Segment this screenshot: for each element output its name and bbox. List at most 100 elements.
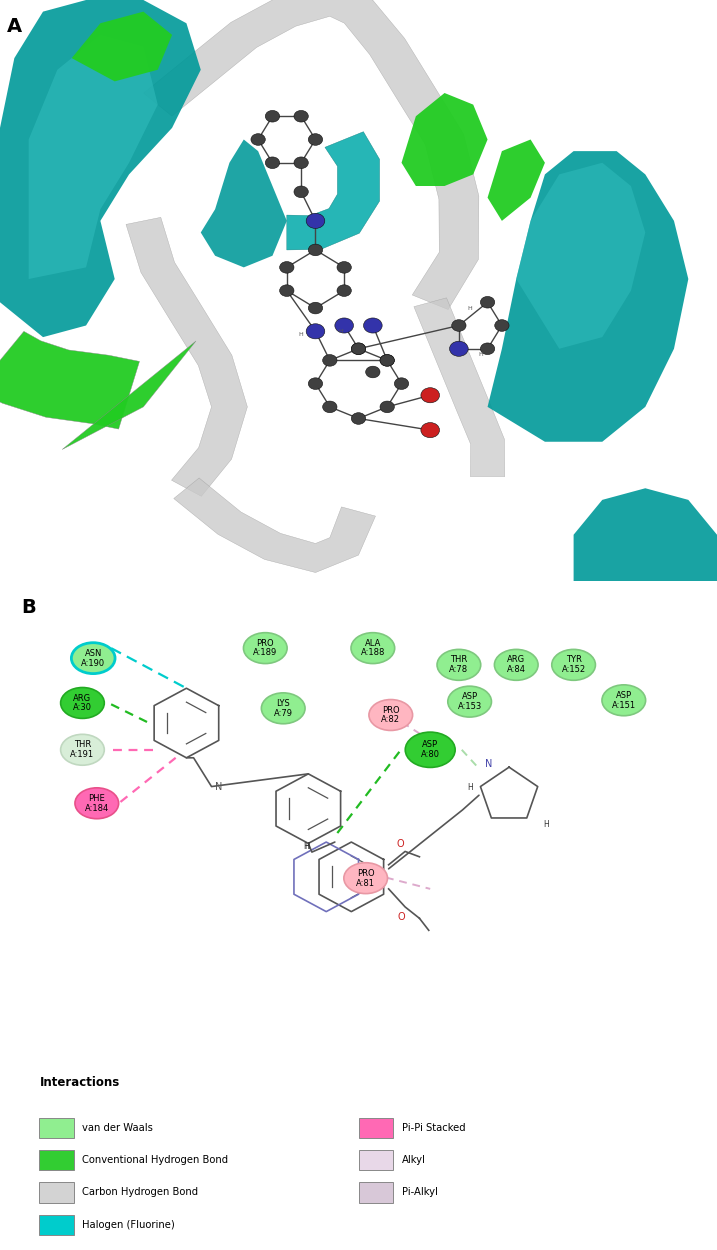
- Text: PRO
A:82: PRO A:82: [381, 706, 400, 724]
- Text: H: H: [303, 842, 309, 851]
- Text: Conventional Hydrogen Bond: Conventional Hydrogen Bond: [82, 1155, 229, 1165]
- Circle shape: [394, 378, 409, 390]
- Text: H: H: [467, 782, 473, 792]
- Circle shape: [337, 285, 351, 296]
- FancyBboxPatch shape: [358, 1150, 393, 1170]
- Ellipse shape: [344, 862, 387, 894]
- Polygon shape: [62, 341, 196, 450]
- Ellipse shape: [495, 650, 538, 680]
- Circle shape: [351, 412, 366, 424]
- Text: H: H: [467, 305, 472, 310]
- Circle shape: [308, 302, 323, 314]
- Circle shape: [280, 285, 294, 296]
- Ellipse shape: [351, 632, 394, 664]
- Text: Pi-Alkyl: Pi-Alkyl: [402, 1188, 437, 1198]
- Text: H: H: [299, 331, 303, 336]
- FancyBboxPatch shape: [39, 1215, 74, 1235]
- Circle shape: [323, 401, 337, 412]
- Ellipse shape: [405, 732, 455, 768]
- Circle shape: [351, 342, 366, 355]
- Circle shape: [306, 324, 325, 339]
- Text: O: O: [398, 911, 405, 921]
- Ellipse shape: [448, 686, 491, 717]
- Circle shape: [323, 355, 337, 366]
- Circle shape: [251, 134, 265, 145]
- Polygon shape: [0, 331, 140, 429]
- Text: ASP
A:153: ASP A:153: [457, 693, 482, 711]
- Text: van der Waals: van der Waals: [82, 1124, 153, 1134]
- Text: ARG
A:30: ARG A:30: [73, 694, 92, 712]
- Circle shape: [308, 134, 323, 145]
- Text: N: N: [485, 759, 493, 769]
- Circle shape: [337, 261, 351, 274]
- Text: THR
A:78: THR A:78: [450, 655, 468, 674]
- Circle shape: [265, 158, 280, 169]
- Ellipse shape: [437, 650, 480, 680]
- Circle shape: [351, 342, 366, 355]
- Ellipse shape: [552, 650, 595, 680]
- Text: THR
A:191: THR A:191: [70, 740, 95, 759]
- Text: PRO
A:81: PRO A:81: [356, 869, 375, 887]
- Ellipse shape: [75, 788, 118, 819]
- Text: LYS
A:79: LYS A:79: [274, 699, 293, 718]
- Circle shape: [294, 110, 308, 123]
- Ellipse shape: [602, 685, 645, 716]
- Circle shape: [380, 355, 394, 366]
- Circle shape: [450, 341, 468, 356]
- Text: TYR
A:152: TYR A:152: [561, 655, 586, 674]
- Circle shape: [421, 422, 440, 437]
- Circle shape: [452, 320, 466, 331]
- Ellipse shape: [244, 632, 287, 664]
- Text: Halogen (Fluorine): Halogen (Fluorine): [82, 1220, 175, 1230]
- Polygon shape: [174, 478, 376, 572]
- FancyBboxPatch shape: [358, 1182, 393, 1202]
- Polygon shape: [414, 298, 505, 476]
- Text: ASP
A:80: ASP A:80: [421, 740, 440, 759]
- Circle shape: [308, 378, 323, 390]
- Circle shape: [364, 318, 382, 332]
- Text: ASP
A:151: ASP A:151: [612, 691, 636, 710]
- Circle shape: [366, 366, 380, 378]
- Polygon shape: [201, 140, 287, 268]
- Circle shape: [265, 110, 280, 123]
- Circle shape: [380, 355, 394, 366]
- Circle shape: [495, 320, 509, 331]
- Polygon shape: [488, 151, 688, 441]
- Text: ASN
A:190: ASN A:190: [81, 649, 105, 668]
- Ellipse shape: [262, 693, 305, 724]
- Ellipse shape: [369, 700, 412, 730]
- Text: Pi-Pi Stacked: Pi-Pi Stacked: [402, 1124, 465, 1134]
- Circle shape: [294, 158, 308, 169]
- FancyBboxPatch shape: [358, 1119, 393, 1139]
- Circle shape: [306, 214, 325, 229]
- Circle shape: [294, 186, 308, 198]
- Polygon shape: [0, 0, 201, 338]
- FancyBboxPatch shape: [39, 1182, 74, 1202]
- FancyBboxPatch shape: [39, 1119, 74, 1139]
- Text: Alkyl: Alkyl: [402, 1155, 425, 1165]
- FancyBboxPatch shape: [39, 1150, 74, 1170]
- Text: Interactions: Interactions: [39, 1076, 120, 1090]
- Text: B: B: [22, 598, 37, 618]
- Polygon shape: [574, 489, 717, 581]
- Polygon shape: [488, 140, 545, 221]
- Ellipse shape: [72, 642, 115, 674]
- Text: ALA
A:188: ALA A:188: [361, 639, 385, 658]
- Polygon shape: [29, 35, 158, 279]
- Text: PHE
A:184: PHE A:184: [85, 794, 109, 812]
- Text: Carbon Hydrogen Bond: Carbon Hydrogen Bond: [82, 1188, 199, 1198]
- Text: A: A: [7, 18, 22, 36]
- Text: H: H: [543, 820, 549, 829]
- Text: H: H: [478, 352, 483, 357]
- Text: N: N: [215, 781, 222, 791]
- Polygon shape: [287, 131, 379, 250]
- Ellipse shape: [61, 688, 104, 719]
- Polygon shape: [126, 217, 247, 496]
- Text: O: O: [397, 839, 404, 849]
- Polygon shape: [72, 11, 172, 81]
- Ellipse shape: [61, 734, 104, 765]
- Text: H: H: [338, 329, 343, 334]
- Circle shape: [480, 342, 495, 355]
- Text: PRO
A:189: PRO A:189: [253, 639, 277, 658]
- Polygon shape: [143, 0, 479, 310]
